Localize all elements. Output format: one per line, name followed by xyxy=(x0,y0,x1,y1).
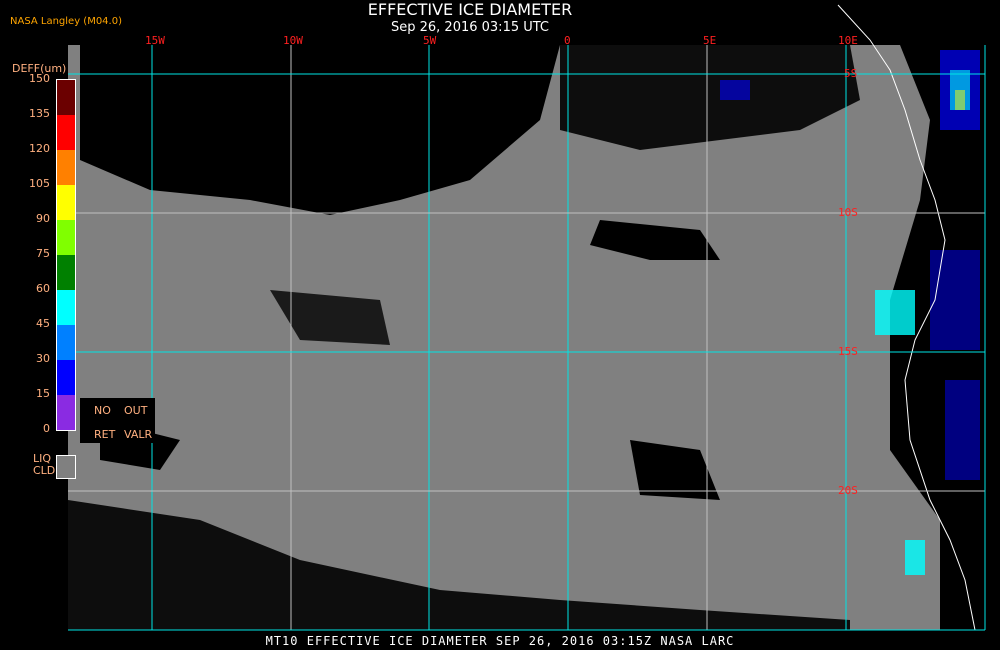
no-label: NO xyxy=(94,404,111,417)
liquid-cloud-swatch xyxy=(56,455,76,479)
lat-label: 5S xyxy=(844,67,858,80)
out-label: OUT xyxy=(124,404,148,417)
scale-tick-label: 75 xyxy=(36,247,50,260)
scale-tick-label: 30 xyxy=(36,352,50,365)
lon-label: 0 xyxy=(564,34,571,47)
lon-label: 10E xyxy=(838,34,858,47)
ret-label: RET xyxy=(94,428,116,441)
scale-segment xyxy=(57,80,75,115)
scale-segment xyxy=(57,115,75,150)
chart-title: EFFECTIVE ICE DIAMETER xyxy=(367,0,573,19)
scale-tick-label: 0 xyxy=(43,422,50,435)
scale-segment xyxy=(57,185,75,220)
chart-subtitle: Sep 26, 2016 03:15 UTC xyxy=(390,20,550,35)
scale-segment xyxy=(57,220,75,255)
cld-label: CLD xyxy=(33,464,56,477)
lat-label: 10S xyxy=(838,206,858,219)
scale-segment xyxy=(57,325,75,360)
legend-title: DEFF(um) xyxy=(12,62,67,75)
lat-label: 20S xyxy=(838,484,858,497)
no-retrieval-box: NO RET OUT VALR xyxy=(80,398,155,443)
cloud-ice-pixels xyxy=(720,50,980,575)
org-label: NASA Langley (M04.0) xyxy=(10,16,122,27)
scale-tick-label: 45 xyxy=(36,317,50,330)
scale-segment xyxy=(57,290,75,325)
scale-segment xyxy=(57,360,75,395)
scale-segment xyxy=(57,150,75,185)
coastline xyxy=(837,4,976,631)
graticule xyxy=(68,45,986,631)
scale-segment xyxy=(57,255,75,290)
lat-label: 15S xyxy=(838,345,858,358)
scale-tick-label: 150 xyxy=(29,72,50,85)
valr-label: VALR xyxy=(124,428,153,441)
scale-tick-label: 135 xyxy=(29,107,50,120)
scale-tick-label: 105 xyxy=(29,177,50,190)
scale-tick-label: 60 xyxy=(36,282,50,295)
scale-tick-label: 90 xyxy=(36,212,50,225)
lon-label: 15W xyxy=(145,34,165,47)
lon-label: 10W xyxy=(283,34,303,47)
liq-label: LIQ xyxy=(33,452,52,465)
lon-label: 5E xyxy=(703,34,717,47)
color-scale-bar xyxy=(56,79,76,431)
scale-segment xyxy=(57,395,75,430)
scale-tick-label: 15 xyxy=(36,387,50,400)
scale-tick-label: 120 xyxy=(29,142,50,155)
footer-caption: MT10 EFFECTIVE ICE DIAMETER SEP 26, 2016… xyxy=(265,634,735,648)
lon-label: 5W xyxy=(423,34,437,47)
